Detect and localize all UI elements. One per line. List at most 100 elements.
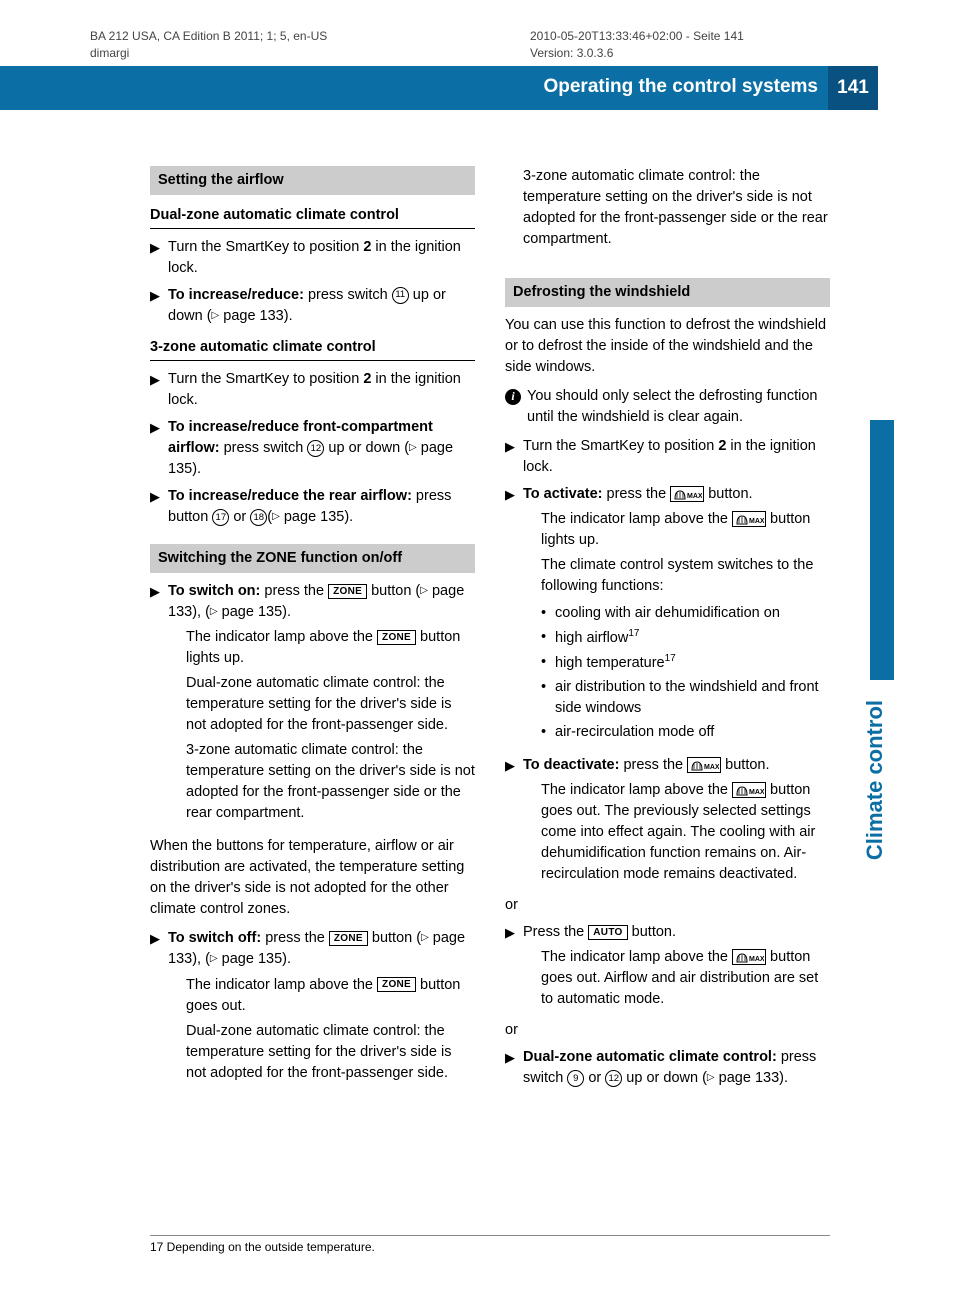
step-item: ▶ To increase/reduce the rear airflow: p… [150, 486, 475, 528]
step-body: To switch off: press the ZONE button (▷ … [168, 928, 475, 1087]
page-ref-icon: ▷ [409, 442, 417, 453]
step-arrow-icon: ▶ [150, 417, 168, 480]
step-arrow-icon: ▶ [505, 755, 523, 889]
step-note: The climate control system switches to t… [541, 555, 830, 597]
step-item: ▶ To switch off: press the ZONE button (… [150, 928, 475, 1087]
page-ref-icon: ▷ [420, 585, 428, 596]
page-ref-icon: ▷ [272, 511, 280, 522]
info-text: You should only select the defrosting fu… [527, 386, 830, 428]
auto-button-icon: AUTO [588, 925, 627, 940]
step-body: To increase/reduce front-compartment air… [168, 417, 475, 480]
bullet-item: •air-recirculation mode off [541, 722, 830, 743]
or-separator: or [505, 895, 830, 916]
bullet-list: •cooling with air dehumidification on •h… [541, 603, 830, 743]
page-title: Operating the control systems [543, 76, 818, 98]
step-arrow-icon: ▶ [505, 484, 523, 749]
step-item: ▶ To increase/reduce: press switch 11 up… [150, 285, 475, 327]
step-item: ▶ To activate: press the MAX button. The… [505, 484, 830, 749]
step-arrow-icon: ▶ [150, 369, 168, 411]
side-tab [870, 420, 894, 680]
subhead-3zone: 3-zone automatic climate control [150, 337, 475, 361]
step-item: ▶ To increase/reduce front-compartment a… [150, 417, 475, 480]
left-column: Setting the airflow Dual-zone automatic … [150, 150, 475, 1095]
step-note: The indicator lamp above the ZONE button… [186, 975, 475, 1017]
step-item: ▶ Turn the SmartKey to position 2 in the… [150, 237, 475, 279]
svg-text:MAX: MAX [749, 518, 764, 525]
step-arrow-icon: ▶ [150, 581, 168, 828]
zone-button-icon: ZONE [329, 931, 368, 946]
step-arrow-icon: ▶ [150, 928, 168, 1087]
step-body: Press the AUTO button. The indicator lam… [523, 922, 830, 1014]
paragraph: When the buttons for temperature, airflo… [150, 836, 475, 920]
step-item: ▶ Turn the SmartKey to position 2 in the… [505, 436, 830, 478]
ref-number-icon: 9 [567, 1070, 584, 1087]
step-arrow-icon: ▶ [505, 436, 523, 478]
defrost-max-button-icon: MAX [732, 782, 766, 798]
defrost-max-button-icon: MAX [670, 486, 704, 502]
meta-right-line2: Version: 3.0.3.6 [530, 45, 744, 62]
step-item: ▶ To deactivate: press the MAX button. T… [505, 755, 830, 889]
zone-button-icon: ZONE [328, 584, 367, 599]
step-item: ▶ Turn the SmartKey to position 2 in the… [150, 369, 475, 411]
step-body: Turn the SmartKey to position 2 in the i… [168, 237, 475, 279]
footnote: 17 Depending on the outside temperature. [150, 1235, 830, 1254]
meta-left: BA 212 USA, CA Edition B 2011; 1; 5, en-… [90, 28, 327, 62]
bullet-item: •high temperature17 [541, 652, 830, 674]
svg-text:MAX: MAX [687, 493, 702, 500]
paragraph: You can use this function to defrost the… [505, 315, 830, 378]
ref-number-icon: 12 [605, 1070, 622, 1087]
step-note: The indicator lamp above the ZONE button… [186, 627, 475, 669]
step-note: Dual-zone automatic climate control: the… [186, 673, 475, 736]
step-note: The indicator lamp above the MAX button … [541, 780, 830, 885]
page-ref-icon: ▷ [421, 932, 429, 943]
ref-number-icon: 12 [307, 440, 324, 457]
subhead-dual-zone: Dual-zone automatic climate control [150, 205, 475, 229]
section-head-zone: Switching the ZONE function on/off [150, 544, 475, 573]
content-columns: Setting the airflow Dual-zone automatic … [150, 150, 830, 1095]
or-separator: or [505, 1020, 830, 1041]
zone-button-icon: ZONE [377, 977, 416, 992]
step-body: Turn the SmartKey to position 2 in the i… [168, 369, 475, 411]
info-icon: i [505, 386, 527, 428]
bullet-item: •cooling with air dehumidification on [541, 603, 830, 624]
page-ref-icon: ▷ [210, 953, 218, 964]
page: BA 212 USA, CA Edition B 2011; 1; 5, en-… [0, 0, 954, 1294]
meta-right-line1: 2010-05-20T13:33:46+02:00 - Seite 141 [530, 28, 744, 45]
page-number: 141 [828, 66, 878, 110]
bullet-item: •high airflow17 [541, 627, 830, 649]
step-arrow-icon: ▶ [505, 922, 523, 1014]
step-arrow-icon: ▶ [150, 486, 168, 528]
section-head-defrost: Defrosting the windshield [505, 278, 830, 307]
step-body: To deactivate: press the MAX button. The… [523, 755, 830, 889]
step-note: The indicator lamp above the MAX button … [541, 947, 830, 1010]
meta-left-line2: dimargi [90, 45, 327, 62]
step-note: Dual-zone automatic climate control: the… [186, 1021, 475, 1084]
section-head-airflow: Setting the airflow [150, 166, 475, 195]
step-body: To activate: press the MAX button. The i… [523, 484, 830, 749]
svg-text:MAX: MAX [749, 789, 764, 796]
step-body: Dual-zone automatic climate control: pre… [523, 1047, 830, 1089]
page-ref-icon: ▷ [707, 1072, 715, 1083]
step-body: To increase/reduce the rear airflow: pre… [168, 486, 475, 528]
svg-text:MAX: MAX [704, 764, 719, 771]
step-note: 3-zone automatic climate control: the te… [186, 740, 475, 824]
step-arrow-icon: ▶ [150, 285, 168, 327]
ref-number-icon: 11 [392, 287, 409, 304]
step-arrow-icon: ▶ [150, 237, 168, 279]
ref-number-icon: 18 [250, 509, 267, 526]
defrost-max-button-icon: MAX [732, 949, 766, 965]
svg-text:MAX: MAX [749, 956, 764, 963]
step-item: ▶ Press the AUTO button. The indicator l… [505, 922, 830, 1014]
defrost-max-button-icon: MAX [732, 511, 766, 527]
meta-left-line1: BA 212 USA, CA Edition B 2011; 1; 5, en-… [90, 28, 327, 45]
right-column: 3-zone automatic climate control: the te… [505, 150, 830, 1095]
step-body: To increase/reduce: press switch 11 up o… [168, 285, 475, 327]
step-note: The indicator lamp above the MAX button … [541, 509, 830, 551]
step-arrow-icon: ▶ [505, 1047, 523, 1089]
zone-button-icon: ZONE [377, 630, 416, 645]
step-note: 3-zone automatic climate control: the te… [523, 166, 830, 250]
step-body: To switch on: press the ZONE button (▷ p… [168, 581, 475, 828]
defrost-max-button-icon: MAX [687, 757, 721, 773]
meta-right: 2010-05-20T13:33:46+02:00 - Seite 141 Ve… [530, 28, 744, 62]
bullet-item: •air distribution to the windshield and … [541, 677, 830, 719]
